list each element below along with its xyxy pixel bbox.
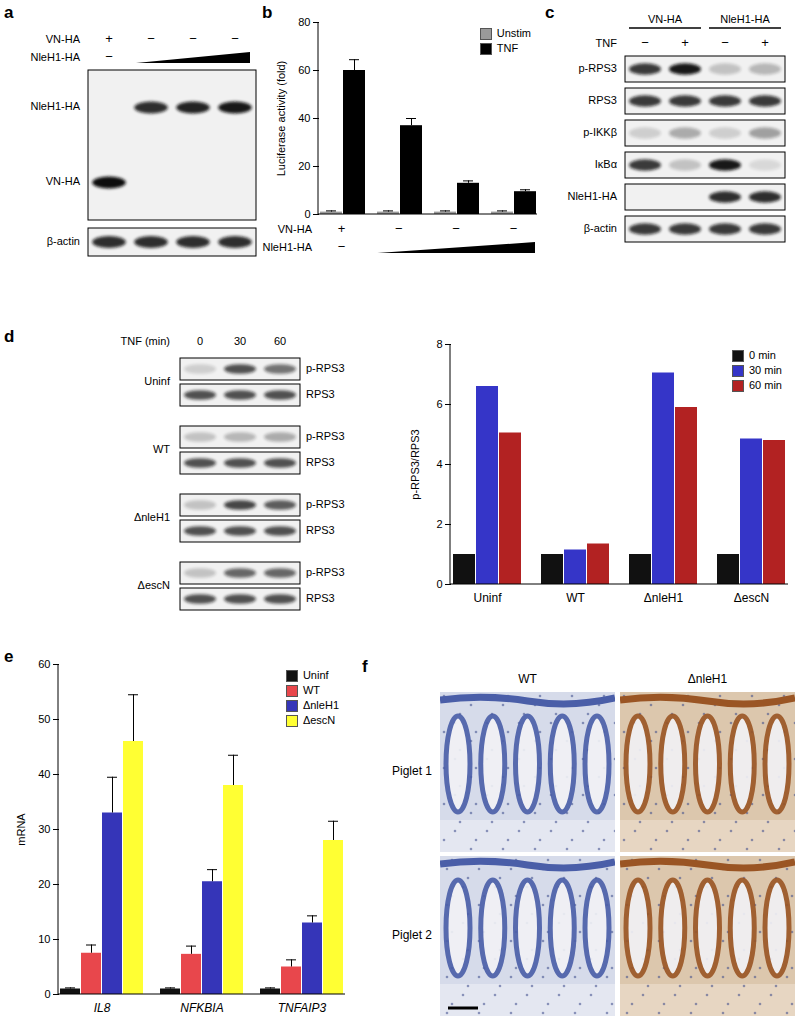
svg-text:+: + [105,31,113,46]
svg-text:WT: WT [153,443,170,455]
svg-text:−: − [721,35,729,50]
svg-text:NFKBIA: NFKBIA [180,1001,223,1015]
svg-text:ΔnleH1: ΔnleH1 [688,672,728,686]
html-text:ΔescN: ΔescN [302,714,336,726]
svg-text:+: + [761,35,769,50]
svg-text:p-RPS3: p-RPS3 [306,566,345,578]
svg-text:0: 0 [436,578,442,590]
svg-text:e: e [4,647,13,666]
svg-text:a: a [4,3,14,22]
svg-text:VN-HA: VN-HA [46,175,81,187]
svg-text:RPS3: RPS3 [588,94,617,106]
svg-text:+: + [338,221,346,236]
svg-text:20: 20 [298,160,310,172]
svg-text:20: 20 [38,878,50,890]
svg-text:c: c [545,3,554,22]
svg-text:IL8: IL8 [94,1001,111,1015]
html-text:ΔnleH1: ΔnleH1 [302,699,339,711]
svg-text:Uninf: Uninf [144,375,171,387]
svg-text:Uninf: Uninf [473,591,502,605]
svg-text:β-actin: β-actin [584,222,617,234]
svg-text:−: − [231,31,239,46]
svg-text:60: 60 [38,658,50,670]
svg-text:b: b [262,3,272,22]
svg-text:Piglet 1: Piglet 1 [392,764,432,778]
svg-text:40: 40 [298,112,310,124]
html-text:Uninf: Uninf [302,669,329,681]
svg-text:60: 60 [298,64,310,76]
svg-text:8: 8 [436,338,442,350]
svg-text:10: 10 [38,933,50,945]
svg-text:4: 4 [436,458,442,470]
svg-text:6: 6 [436,398,442,410]
svg-text:p-RPS3: p-RPS3 [306,430,345,442]
html-text:60 min: 60 min [749,379,782,391]
svg-text:p-IKKβ: p-IKKβ [583,126,617,138]
svg-text:+: + [681,35,689,50]
svg-text:−: − [395,221,403,236]
svg-text:NleH1-HA: NleH1-HA [30,51,80,63]
svg-text:RPS3: RPS3 [306,592,335,604]
svg-text:−: − [641,35,649,50]
svg-text:−: − [189,31,197,46]
html-text:0 min: 0 min [749,349,776,361]
svg-text:Luciferase activity (fold): Luciferase activity (fold) [275,61,287,177]
svg-text:−: − [338,239,346,254]
svg-text:NleH1-HA: NleH1-HA [262,241,312,253]
svg-text:VN-HA: VN-HA [46,33,81,45]
svg-text:p-RPS3: p-RPS3 [578,62,617,74]
svg-text:ΔnleH1: ΔnleH1 [644,591,684,605]
svg-text:ΔescN: ΔescN [138,579,170,591]
html-text:30 min: 30 min [749,364,782,376]
svg-text:RPS3: RPS3 [306,524,335,536]
svg-text:VN-HA: VN-HA [278,223,313,235]
svg-text:30: 30 [234,335,246,347]
svg-text:VN-HA: VN-HA [648,13,683,25]
svg-text:0: 0 [304,208,310,220]
svg-text:WT: WT [518,672,537,686]
svg-text:WT: WT [566,591,585,605]
svg-text:p-RPS3: p-RPS3 [306,498,345,510]
svg-text:0: 0 [197,335,203,347]
svg-text:60: 60 [274,335,286,347]
svg-text:RPS3: RPS3 [306,456,335,468]
svg-text:TNFAIP3: TNFAIP3 [278,1001,327,1015]
svg-text:50: 50 [38,713,50,725]
svg-text:ΔnleH1: ΔnleH1 [134,511,170,523]
html-text:WT: WT [302,684,320,696]
html-text:Unstim: Unstim [496,27,531,39]
svg-text:−: − [105,49,113,64]
svg-text:ΔescN: ΔescN [734,591,769,605]
svg-text:NleH1-HA: NleH1-HA [30,100,80,112]
svg-text:−: − [147,31,155,46]
svg-text:Piglet 2: Piglet 2 [392,928,432,942]
svg-text:mRNA: mRNA [15,813,27,846]
svg-text:RPS3: RPS3 [306,388,335,400]
svg-text:β-actin: β-actin [47,235,80,247]
svg-text:80: 80 [298,16,310,28]
html-text:TNF: TNF [496,42,519,54]
svg-text:40: 40 [38,768,50,780]
svg-text:TNF: TNF [596,37,618,49]
svg-text:−: − [452,221,460,236]
svg-text:p-RPS3/RPS3: p-RPS3/RPS3 [409,429,421,499]
svg-text:p-RPS3: p-RPS3 [306,362,345,374]
svg-text:f: f [362,657,368,676]
svg-text:TNF (min): TNF (min) [121,335,171,347]
svg-text:−: − [510,221,518,236]
svg-text:IκBα: IκBα [595,158,618,170]
svg-text:NleH1-HA: NleH1-HA [567,190,617,202]
svg-text:d: d [4,327,14,346]
svg-text:NleH1-HA: NleH1-HA [720,13,770,25]
svg-text:0: 0 [44,988,50,1000]
svg-text:30: 30 [38,823,50,835]
svg-text:2: 2 [436,518,442,530]
